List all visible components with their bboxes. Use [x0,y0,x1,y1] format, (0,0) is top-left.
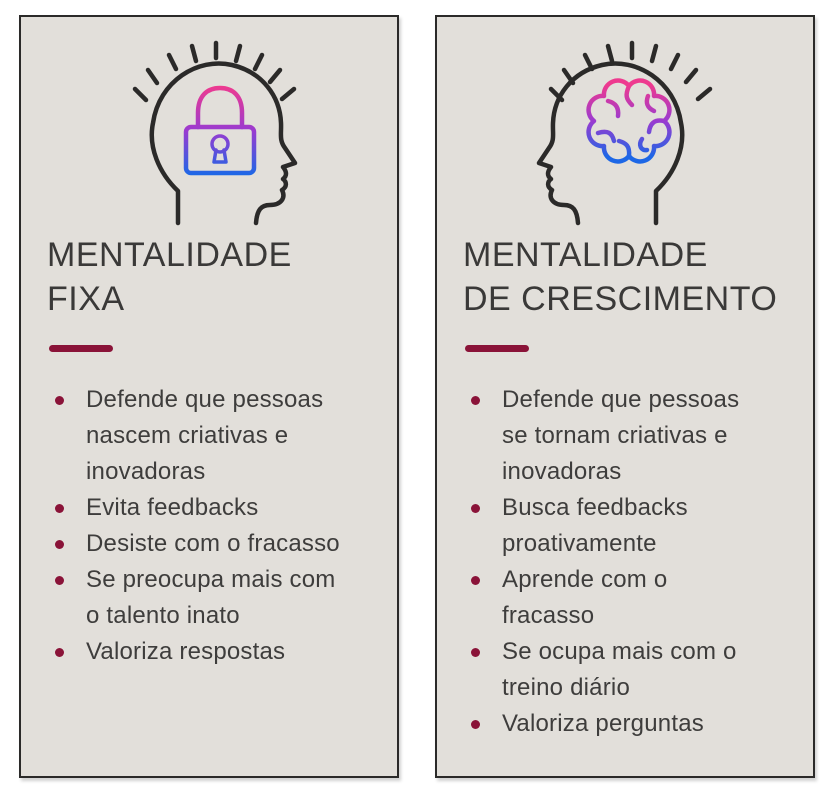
list-item: Valoriza respostas [55,634,340,670]
card-title: MENTALIDADE DE CRESCIMENTO [463,236,778,318]
bullet-text: Busca feedbacks proativamente [502,494,688,557]
bullet-dot [471,504,480,513]
bullet-dot [55,576,64,585]
card-title: MENTALIDADE FIXA [47,236,292,318]
bullet-text: Valoriza perguntas [502,710,704,737]
bullet-dot [55,648,64,657]
bullet-text: Evita feedbacks [86,494,259,521]
list-item: Se ocupa mais com o treino diário [471,634,739,706]
list-item: Busca feedbacks proativamente [471,490,739,562]
bullet-text: Defende que pessoas nascem criativas e i… [86,386,324,485]
head-brain-icon [530,35,720,226]
list-item: Valoriza perguntas [471,706,739,742]
head-profile-outline [149,61,298,226]
bullet-dot [471,720,480,729]
list-item: Desiste com o fracasso [55,526,340,562]
list-item: Evita feedbacks [55,490,340,526]
bullet-dot [55,396,64,405]
head-lock-icon [114,35,304,226]
brain-glyph [586,78,672,164]
list-item: Aprende com o fracasso [471,562,739,634]
bullet-text: Se preocupa mais com o talento inato [86,566,336,629]
list-item: Defende que pessoas se tornam criativas … [471,382,739,490]
bullet-list: Defende que pessoas nascem criativas e i… [47,382,340,670]
idea-rays [548,40,713,103]
bullet-dot [471,576,480,585]
bullet-text: Se ocupa mais com o treino diário [502,638,737,701]
fixed-mindset-card: MENTALIDADE FIXA Defende que pessoas nas… [19,15,399,778]
bullet-list: Defende que pessoas se tornam criativas … [463,382,739,742]
bullet-dot [471,396,480,405]
bullet-text: Defende que pessoas se tornam criativas … [502,386,740,485]
bullet-dot [471,648,480,657]
bullet-text: Desiste com o fracasso [86,530,340,557]
idea-rays [132,40,297,103]
bullet-dot [55,504,64,513]
accent-divider [49,345,113,352]
lock-glyph [183,85,257,176]
accent-divider [465,345,529,352]
head-profile-outline [536,61,685,226]
list-item: Defende que pessoas nascem criativas e i… [55,382,340,490]
growth-mindset-card: MENTALIDADE DE CRESCIMENTO Defende que p… [435,15,815,778]
bullet-dot [55,540,64,549]
list-item: Se preocupa mais com o talento inato [55,562,340,634]
mindset-comparison-board: MENTALIDADE FIXA Defende que pessoas nas… [19,15,815,778]
bullet-text: Valoriza respostas [86,638,286,665]
bullet-text: Aprende com o fracasso [502,566,668,629]
